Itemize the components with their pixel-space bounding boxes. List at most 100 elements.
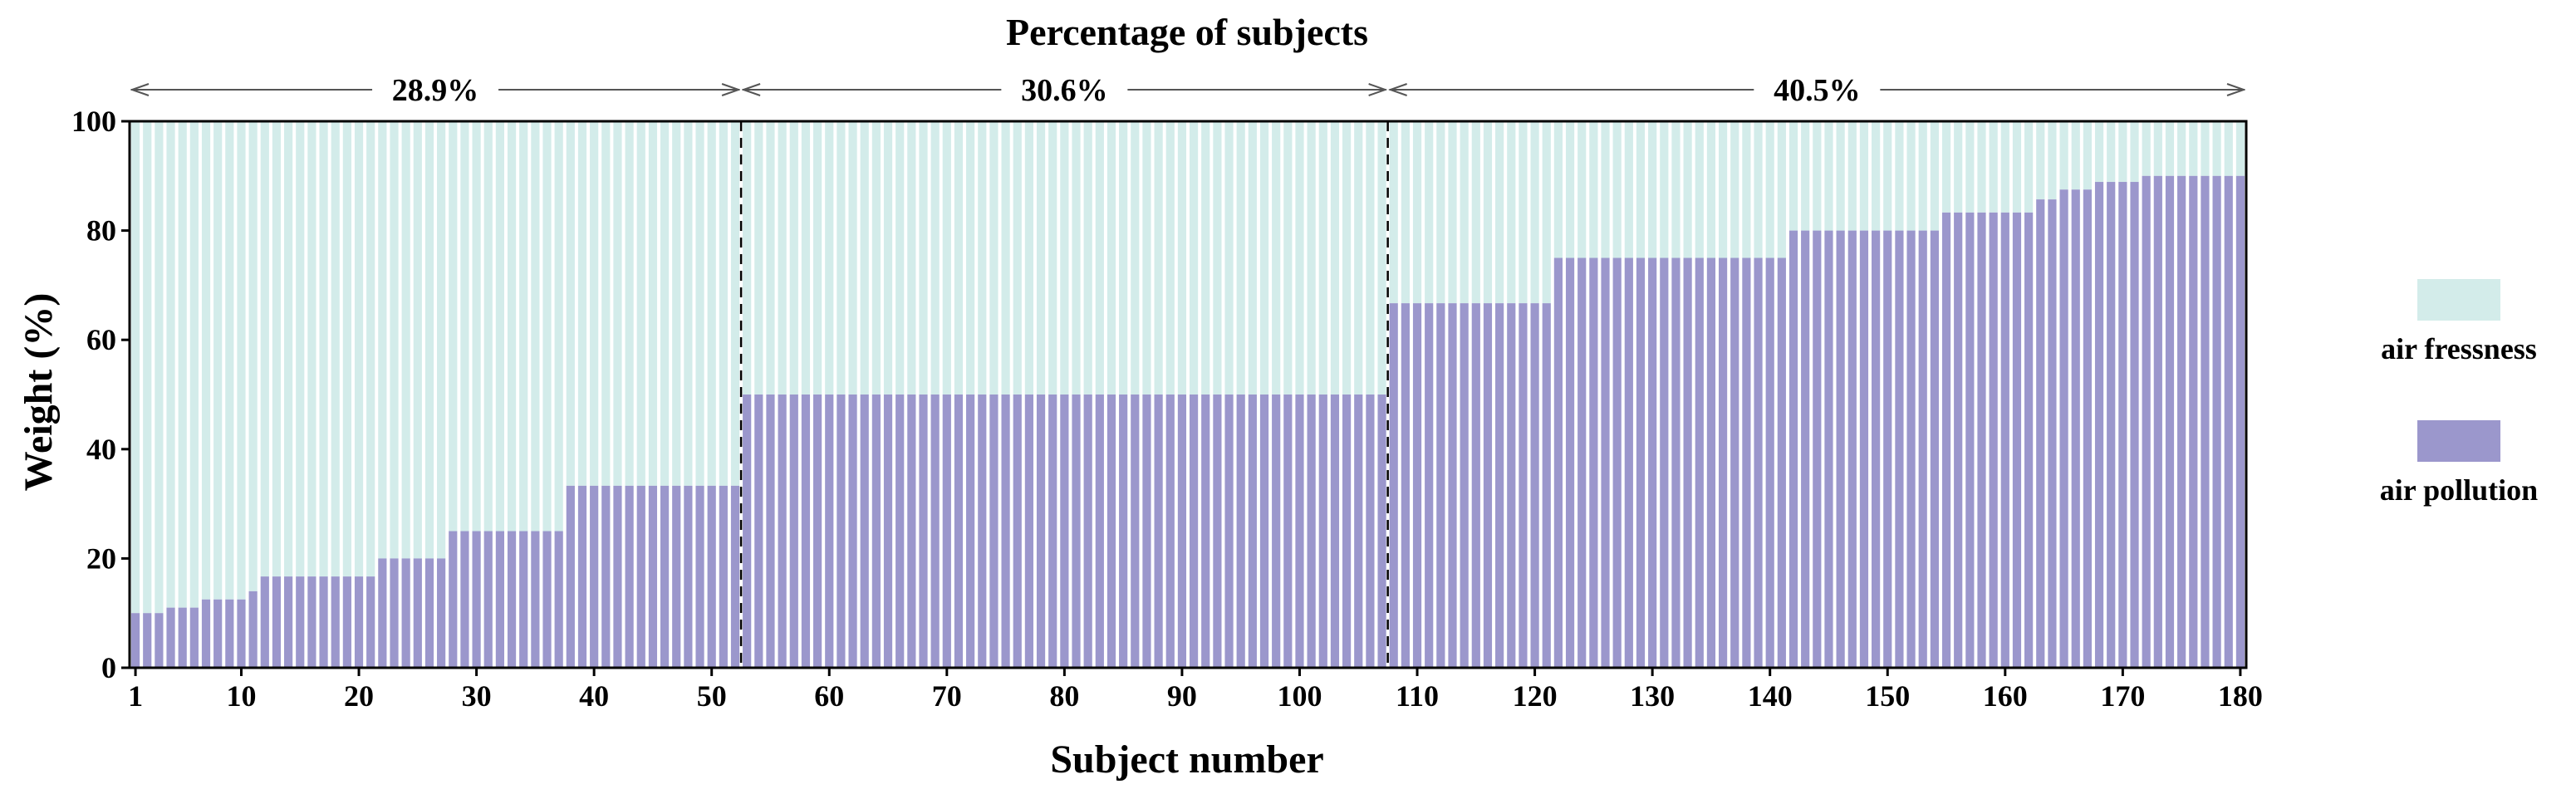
bar-air-pollution: [813, 395, 822, 668]
bar-air-fressness: [1660, 121, 1669, 258]
bar-air-fressness: [483, 121, 493, 532]
bar-air-fressness: [1847, 121, 1857, 231]
bar-air-pollution: [1095, 395, 1104, 668]
bar-air-fressness: [424, 121, 434, 559]
bar-air-pollution: [1366, 395, 1375, 668]
segment-label: 40.5%: [1774, 73, 1861, 108]
bar-air-pollution: [1612, 257, 1622, 668]
bar-air-fressness: [413, 121, 422, 559]
bar-air-pollution: [1695, 257, 1704, 668]
bar-air-fressness: [1683, 121, 1692, 258]
bar-air-pollution: [1072, 395, 1081, 668]
bar-air-pollution: [1565, 257, 1575, 668]
bar-air-pollution: [1272, 395, 1281, 668]
bar-air-pollution: [507, 531, 517, 668]
bar-air-fressness: [1989, 121, 1998, 213]
bar-air-fressness: [1695, 121, 1704, 258]
bar-air-pollution: [684, 485, 693, 668]
bar-air-fressness: [1883, 121, 1892, 231]
bar-air-pollution: [930, 395, 940, 668]
bar-air-pollution: [1495, 303, 1504, 668]
bar-air-fressness: [801, 121, 811, 395]
bar-air-fressness: [1872, 121, 1881, 231]
bar-air-pollution: [1765, 257, 1774, 668]
bar-air-fressness: [1918, 121, 1927, 231]
bar-air-pollution: [2083, 189, 2092, 668]
bar-air-fressness: [1612, 121, 1622, 258]
bar-air-fressness: [1836, 121, 1845, 231]
bar-air-fressness: [248, 121, 258, 591]
bar-air-fressness: [1906, 121, 1916, 231]
bar-air-pollution: [1460, 303, 1469, 668]
bar-air-pollution: [495, 531, 504, 668]
y-tick-label: 0: [101, 651, 116, 684]
bar-air-fressness: [1001, 121, 1010, 395]
bar-air-fressness: [507, 121, 517, 532]
bar-air-pollution: [1013, 395, 1022, 668]
bar-air-pollution: [2235, 175, 2245, 669]
bar-air-pollution: [1259, 395, 1269, 668]
bar-air-fressness: [1083, 121, 1092, 395]
bar-air-fressness: [319, 121, 328, 577]
bar-air-pollution: [155, 613, 164, 668]
bar-air-pollution: [1965, 212, 1975, 669]
bar-air-fressness: [1930, 121, 1939, 231]
bar-air-pollution: [2000, 212, 2009, 669]
bar-air-pollution: [1553, 257, 1563, 668]
bar-air-fressness: [1201, 121, 1210, 395]
bar-air-pollution: [554, 531, 563, 668]
bar-air-fressness: [1530, 121, 1539, 304]
bar-air-fressness: [1401, 121, 1410, 304]
bar-air-fressness: [1742, 121, 1751, 258]
x-tick-label: 80: [1049, 679, 1079, 713]
segment-label: 28.9%: [392, 73, 479, 108]
bar-air-fressness: [1601, 121, 1610, 258]
bar-air-fressness: [531, 121, 540, 532]
segment-annotations: 28.9% 30.6% 40.5%: [131, 73, 2245, 108]
bar-air-pollution: [1648, 257, 1657, 668]
bar-air-fressness: [837, 121, 846, 395]
bar-air-pollution: [966, 395, 975, 668]
bar-air-pollution: [1201, 395, 1210, 668]
bar-air-fressness: [1307, 121, 1316, 395]
bar-air-fressness: [1366, 121, 1375, 395]
y-tick-label: 20: [86, 542, 116, 575]
bar-air-pollution: [1036, 395, 1046, 668]
bar-air-pollution: [1589, 257, 1598, 668]
bar-air-pollution: [1872, 230, 1881, 669]
plot-border: [128, 120, 2248, 669]
bar-air-pollution: [307, 576, 316, 668]
bar-air-fressness: [695, 121, 704, 486]
bar-air-fressness: [130, 121, 140, 614]
bar-air-pollution: [225, 599, 234, 668]
bar-air-fressness: [2000, 121, 2009, 213]
bar-air-fressness: [860, 121, 869, 395]
x-tick-label: 60: [814, 679, 844, 713]
x-tick-label: 140: [1748, 679, 1793, 713]
bar-air-fressness: [1048, 121, 1057, 395]
y-axis-label: Weight (%): [17, 293, 61, 492]
bar-air-pollution: [1330, 395, 1340, 668]
x-tick-label: 70: [932, 679, 962, 713]
bar-air-pollution: [590, 485, 599, 668]
bar-air-pollution: [1448, 303, 1457, 668]
plot-frame: [128, 120, 2248, 669]
bar-air-pollution: [871, 395, 881, 668]
bar-air-fressness: [1213, 121, 1222, 395]
y-axis-ticks: 0 20 40 60 80 100: [71, 105, 130, 684]
bar-air-pollution: [1683, 257, 1692, 668]
y-tick-label: 100: [71, 105, 116, 138]
bar-air-fressness: [1507, 121, 1516, 304]
bar-air-fressness: [1354, 121, 1363, 395]
bar-air-fressness: [590, 121, 599, 486]
x-tick-label: 40: [579, 679, 609, 713]
bar-air-fressness: [1941, 121, 1951, 213]
bar-air-pollution: [2153, 175, 2162, 669]
bar-air-fressness: [1671, 121, 1681, 258]
bar-air-fressness: [1131, 121, 1140, 395]
bar-air-fressness: [1624, 121, 1633, 258]
bar-air-fressness: [1248, 121, 1257, 395]
bar-air-pollution: [1941, 212, 1951, 669]
bar-air-pollution: [1318, 395, 1327, 668]
bar-air-pollution: [166, 607, 175, 668]
